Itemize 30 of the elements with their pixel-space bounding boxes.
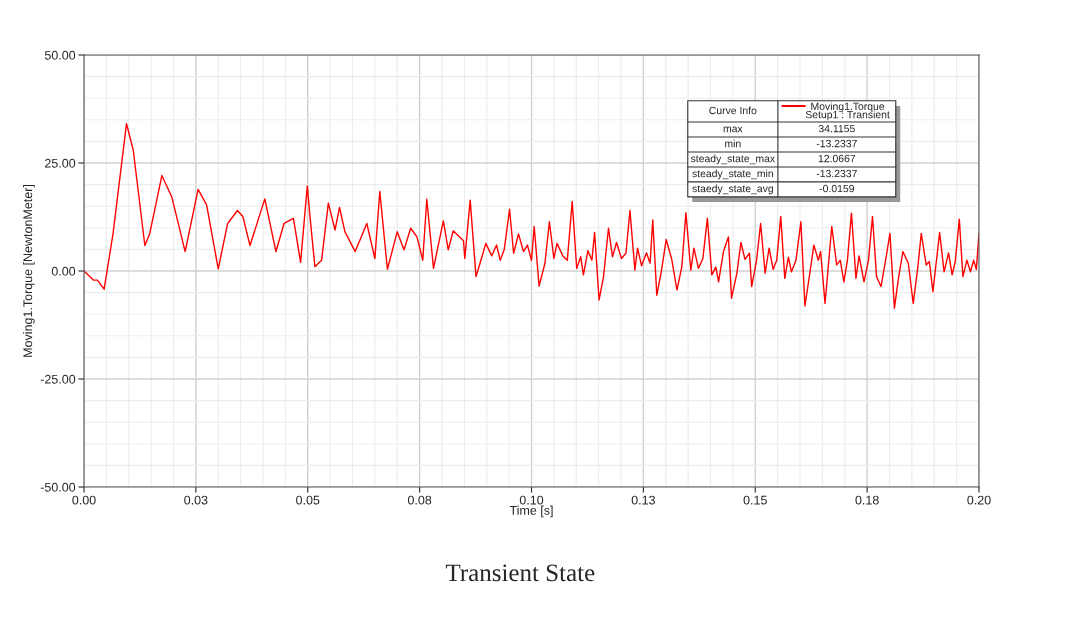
x-tick-label: 0.13 bbox=[631, 495, 655, 505]
x-tick-label: 0.08 bbox=[407, 495, 432, 505]
x-tick-label: 0.00 bbox=[72, 495, 96, 505]
y-tick-label: 50.00 bbox=[44, 50, 76, 60]
annotation: steady_state_max bbox=[690, 154, 775, 165]
annotation: -13.2337 bbox=[816, 169, 857, 178]
line-series bbox=[84, 122, 979, 309]
y-tick-label: -50.00 bbox=[40, 482, 76, 492]
y-axis-title: Moving1.Torque [NewtonMeter] bbox=[23, 185, 35, 357]
annotation: max bbox=[723, 126, 743, 133]
annotation: staedy_state_avg bbox=[692, 184, 773, 195]
legend-label: Moving1.Torque Setup1 : Transient bbox=[805, 102, 890, 121]
annotation: steady_state_min bbox=[692, 169, 773, 180]
annotation: -0.0159 bbox=[819, 184, 854, 193]
annotation: min bbox=[725, 139, 741, 148]
x-tick-label: 0.05 bbox=[296, 495, 320, 505]
y-tick-label: 25.00 bbox=[45, 158, 76, 168]
x-tick-label: 0.20 bbox=[967, 495, 991, 505]
y-tick-label: 0.00 bbox=[51, 266, 76, 276]
y-tick-label: -25.00 bbox=[40, 374, 76, 384]
annotation: Curve Info bbox=[709, 106, 757, 115]
annotation: 34.1155 bbox=[818, 124, 855, 133]
x-axis-title: Time [s] bbox=[509, 505, 553, 518]
annotation: -13.2337 bbox=[816, 139, 857, 148]
x-tick-label: 0.10 bbox=[519, 495, 544, 505]
x-tick-label: 0.15 bbox=[743, 495, 767, 505]
x-tick-label: 0.18 bbox=[855, 495, 879, 505]
x-tick-label: 0.03 bbox=[184, 495, 208, 505]
annotation: 12.0667 bbox=[818, 154, 856, 163]
text: Transient State bbox=[445, 564, 595, 582]
